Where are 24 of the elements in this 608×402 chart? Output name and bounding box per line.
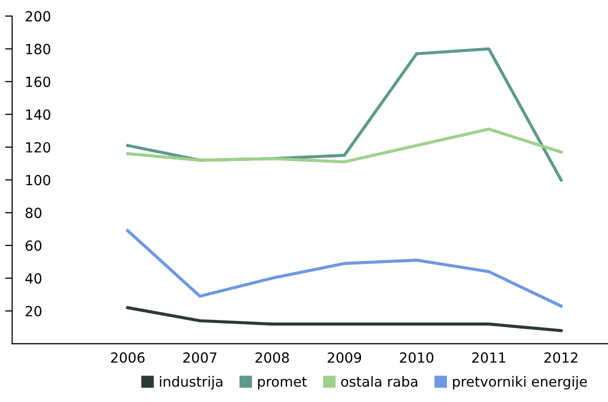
x-tick-label: 2012 <box>544 352 578 363</box>
legend-label: ostala raba <box>341 376 418 387</box>
y-tick-label: 80 <box>26 208 42 218</box>
x-tick-label: 2009 <box>328 352 362 363</box>
legend-label: promet <box>258 376 307 390</box>
x-tick-label: 2006 <box>111 352 145 363</box>
x-tick-label: 2011 <box>472 352 506 363</box>
y-tick-label: 140 <box>26 109 50 120</box>
line-series <box>126 229 563 308</box>
y-tick-label: 40 <box>25 273 42 284</box>
y-tick-label: 200 <box>26 11 50 22</box>
y-tick-label: 120 <box>26 142 50 153</box>
x-tick-label: 2010 <box>400 352 434 363</box>
x-tick-label: 2007 <box>183 352 216 363</box>
legend-label: pretvorniki energije <box>453 376 587 390</box>
line-series <box>126 128 563 164</box>
y-tick-label: 20 <box>26 306 42 316</box>
x-tick-label: 2008 <box>256 352 289 363</box>
y-tick-label: 100 <box>26 174 50 186</box>
line-series <box>126 306 563 332</box>
y-tick-label: 60 <box>26 240 42 251</box>
y-tick-label: 160 <box>26 76 50 88</box>
y-tick-label: 180 <box>26 44 50 54</box>
legend-label: industrija <box>160 376 222 390</box>
